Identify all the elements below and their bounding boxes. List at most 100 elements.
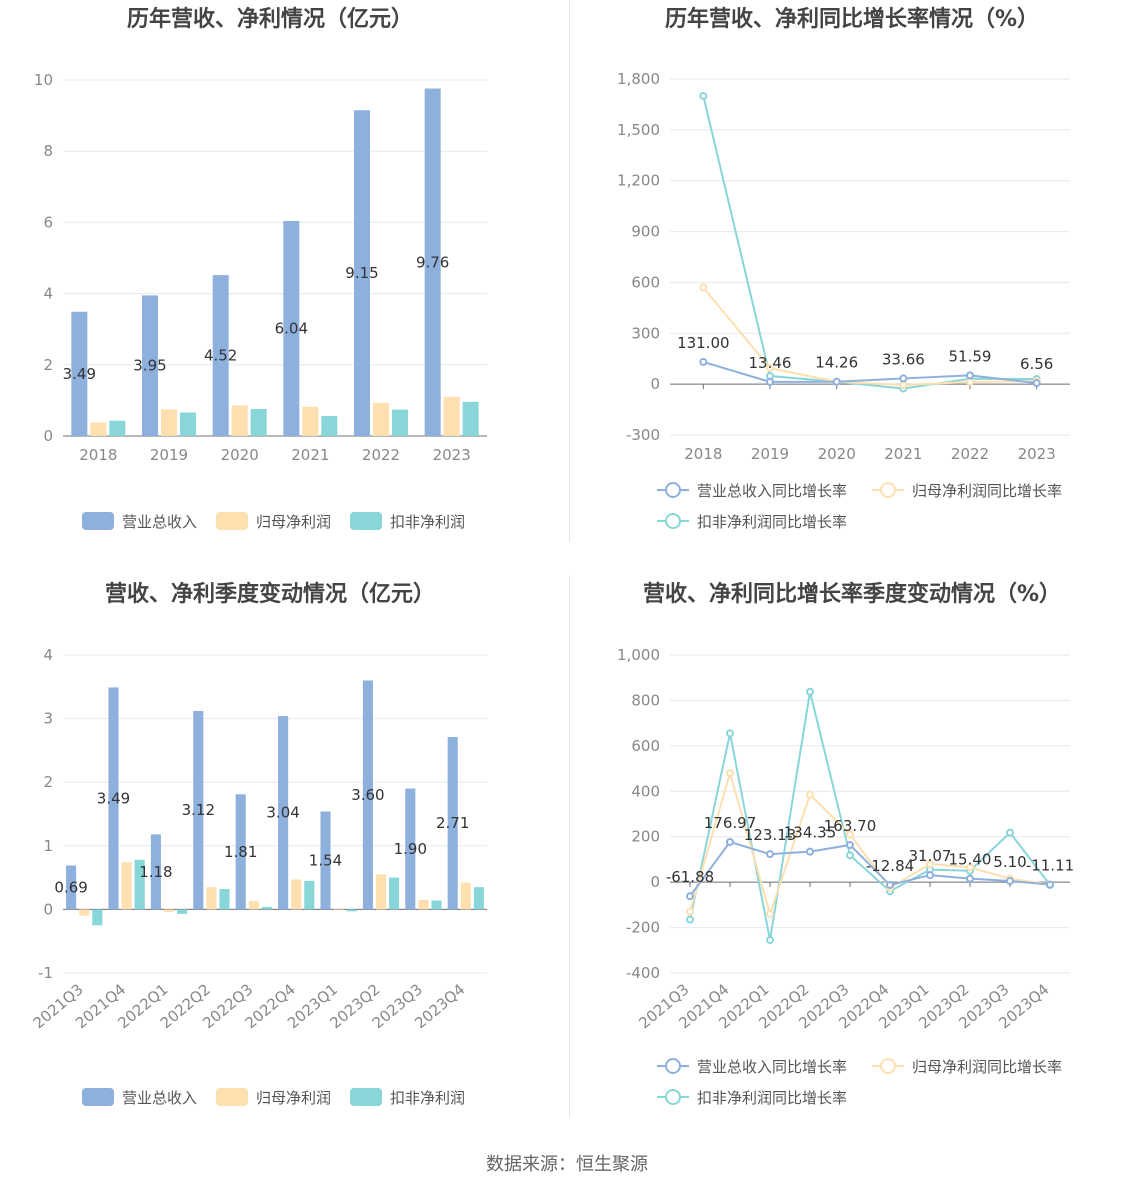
bar-revenue: [354, 110, 370, 436]
data-label: 131.00: [677, 334, 730, 352]
bar-revenue: [405, 788, 416, 910]
bar-deducted-profit: [431, 900, 442, 910]
data-label: 1.54: [309, 851, 342, 869]
divider-top: [569, 0, 570, 542]
legend-label: 扣非净利润: [390, 513, 465, 531]
data-label: 3.49: [97, 789, 130, 807]
bar-revenue: [193, 710, 204, 910]
y-tick-label: 0: [650, 873, 660, 891]
legend: 营业总收入 归母净利润 扣非净利润: [82, 512, 465, 531]
point-revenue-growth: [966, 371, 974, 380]
data-label: 134.35: [784, 824, 837, 842]
data-label: 31.07: [909, 847, 952, 865]
line-deducted-growth: [702, 95, 1037, 390]
point-revenue-growth: [806, 847, 814, 856]
data-label: 1.90: [394, 840, 427, 858]
chart-title: 营收、净利同比增长率季度变动情况（%）: [643, 581, 1061, 607]
legend-swatch: [350, 1088, 382, 1106]
point-revenue-growth: [966, 874, 974, 883]
chart-body: 历年营收、净利同比增长率情况（%） -300 0 300 600 900 1,200 1,50…: [617, 6, 1070, 531]
bar-revenue: [320, 811, 331, 910]
legend-label: 扣非净利润同比增长率: [697, 1089, 847, 1107]
data-label: 163.70: [824, 817, 877, 835]
legend-label: 归母净利润同比增长率: [912, 1058, 1062, 1076]
point-revenue-growth: [766, 850, 774, 859]
point-deducted-growth: [686, 915, 694, 924]
data-label: 3.12: [182, 801, 215, 819]
x-tick-label: 2023: [433, 446, 471, 464]
panel-annual-growth-rate: 历年营收、净利同比增长率情况（%） -300 0 300 600 900 1,200 1,50…: [567, 0, 1134, 575]
data-label: 51.59: [949, 347, 992, 365]
data-label: -61.88: [666, 868, 714, 886]
y-tick-label: 1: [43, 837, 53, 855]
point-net-profit-growth: [686, 907, 694, 916]
point-deducted-growth: [846, 851, 854, 860]
legend-swatch: [82, 1088, 114, 1106]
point-deducted-growth: [1006, 828, 1014, 837]
y-tick-label: 0: [650, 375, 660, 393]
y-tick-label: 600: [631, 737, 660, 755]
point-net-profit-growth: [926, 859, 934, 868]
bar-revenue: [362, 680, 373, 910]
x-tick-label: 2021: [291, 446, 329, 464]
line-revenue-growth: [703, 360, 1037, 385]
bar-deducted-profit: [134, 859, 145, 910]
point-net-profit-growth: [806, 790, 814, 799]
bar-revenue: [283, 220, 300, 436]
x-tick-label: 2020: [221, 446, 259, 464]
point-revenue-growth: [886, 881, 894, 890]
y-tick-label: 1,800: [617, 70, 660, 88]
legend-marker: [880, 482, 896, 498]
chart-annual-growth-rate: 历年营收、净利同比增长率情况（%） -300 0 300 600 900 1,200 1,50…: [617, 6, 1070, 531]
y-tick-label: 6: [43, 213, 53, 231]
point-revenue-growth: [926, 871, 934, 880]
y-tick-label: 1,000: [617, 646, 660, 664]
bar-net-profit: [90, 422, 107, 436]
bar-deducted-profit: [462, 401, 479, 436]
panel-quarterly-revenue-profit: 营收、净利季度变动情况（亿元） -1 0 1 2 3 4 2021Q3 2021Q4 2022Q1…: [0, 575, 567, 1150]
chart-body: 营收、净利季度变动情况（亿元）-1012342021Q32021Q42022Q1…: [30, 581, 487, 1107]
chart-quarterly-growth-rate: 营收、净利同比增长率季度变动情况（%） -400 -200 0 200 400 600 800…: [617, 581, 1074, 1107]
data-label: 9.76: [416, 253, 449, 271]
bar-net-profit: [248, 901, 259, 910]
point-revenue-growth: [686, 892, 694, 901]
point-revenue-growth: [1032, 379, 1041, 388]
chart-annual-revenue-profit: 历年营收、净利情况（亿元） 0 2 4 6 8 10 2018 2019 2020 2021 2022…: [34, 6, 487, 531]
bar-net-profit: [460, 882, 471, 910]
panel-annual-revenue-profit: 历年营收、净利情况（亿元） 0 2 4 6 8 10 2018 2019 2020 2021 2022…: [0, 0, 567, 575]
data-label: 6.56: [1020, 355, 1053, 373]
bar-deducted-profit: [321, 416, 338, 436]
bar-deducted-profit: [109, 420, 126, 436]
x-tick-label: 2023: [1018, 445, 1056, 463]
legend-swatch: [216, 1088, 248, 1106]
legend-label: 营业总收入同比增长率: [697, 482, 847, 500]
bar-deducted-profit: [392, 409, 408, 436]
bar-revenue: [424, 88, 441, 436]
point-revenue-growth: [766, 377, 774, 386]
point-net-profit-growth: [766, 364, 774, 373]
panel-quarterly-growth-rate: 营收、净利同比增长率季度变动情况（%） -400 -200 0 200 400 600 800…: [567, 575, 1134, 1150]
x-tick-label: 2018: [684, 445, 722, 463]
bar-revenue: [142, 295, 158, 436]
bar-revenue: [235, 794, 246, 910]
chart-title: 历年营收、净利同比增长率情况（%）: [665, 6, 1039, 32]
bar-deducted-profit: [473, 887, 484, 910]
point-revenue-growth: [832, 377, 841, 386]
legend-label: 营业总收入: [122, 513, 197, 531]
y-tick-label: 8: [43, 142, 53, 160]
bar-net-profit: [206, 887, 217, 910]
y-tick-label: -200: [626, 919, 660, 937]
bar-revenue: [71, 311, 88, 436]
bar-revenue: [66, 865, 77, 910]
line-net-profit-growth: [689, 769, 1051, 918]
bar-deducted-profit: [389, 877, 400, 910]
bar-deducted-profit: [346, 909, 357, 912]
legend-swatch: [82, 512, 114, 530]
data-label: 3.49: [63, 365, 96, 383]
bar-revenue: [278, 716, 289, 910]
line-deducted-growth: [689, 691, 1051, 941]
bar-revenue: [447, 737, 458, 910]
point-deducted-growth: [726, 729, 734, 738]
data-label: 14.26: [815, 354, 858, 372]
bar-deducted-profit: [92, 909, 103, 926]
